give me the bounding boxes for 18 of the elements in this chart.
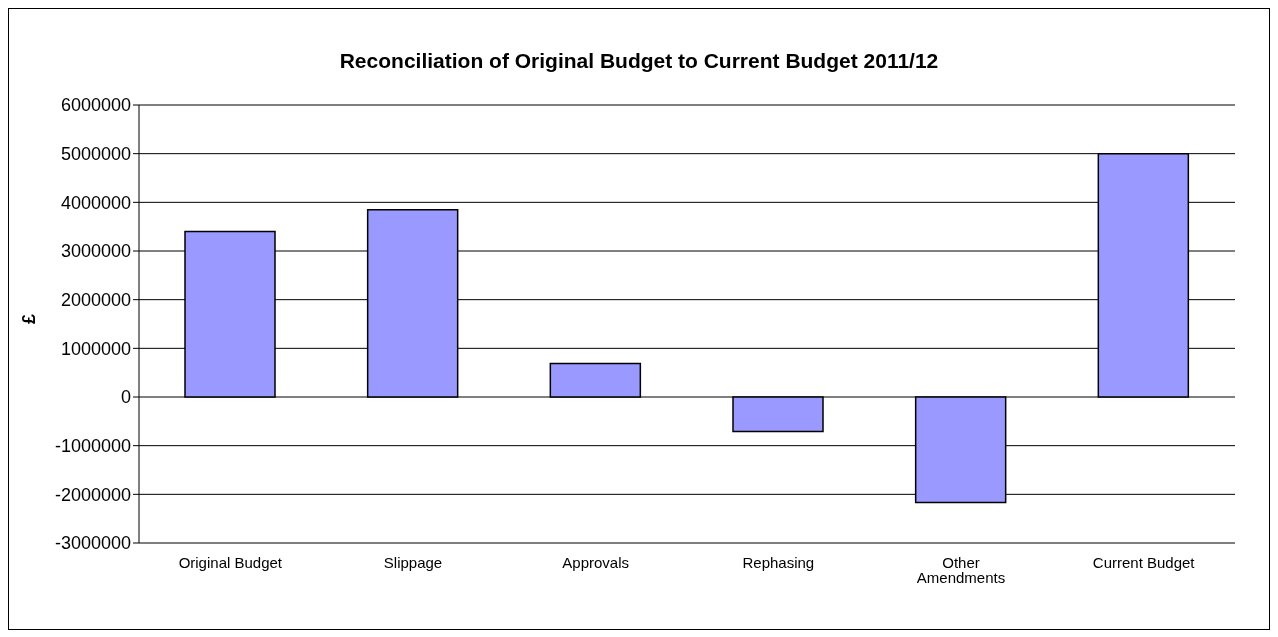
y-tick-label: 4000000 [60, 192, 131, 213]
y-tick-label: 5000000 [60, 144, 131, 165]
y-tick-label: 2000000 [60, 290, 131, 311]
y-tick-label: -2000000 [54, 484, 131, 505]
y-axis-title: £ [19, 313, 40, 324]
chart-title: Reconciliation of Original Budget to Current Budget 2011/12 [338, 49, 940, 73]
x-tick-label: Rephasing [742, 553, 815, 571]
x-tick-label: Approvals [562, 553, 630, 571]
y-tick-label: 3000000 [60, 241, 131, 262]
x-tick-label: Current Budget [1092, 553, 1196, 571]
y-tick-label: -1000000 [54, 436, 131, 457]
x-tick-label: Slippage [383, 553, 443, 571]
x-tick-label: Other Amendments [916, 553, 1006, 586]
y-tick-label: 0 [120, 387, 131, 408]
x-tick-label: Original Budget [178, 553, 283, 571]
y-tick-label: -3000000 [54, 533, 131, 554]
y-tick-label: 1000000 [60, 338, 131, 359]
y-tick-label: 6000000 [60, 95, 131, 116]
